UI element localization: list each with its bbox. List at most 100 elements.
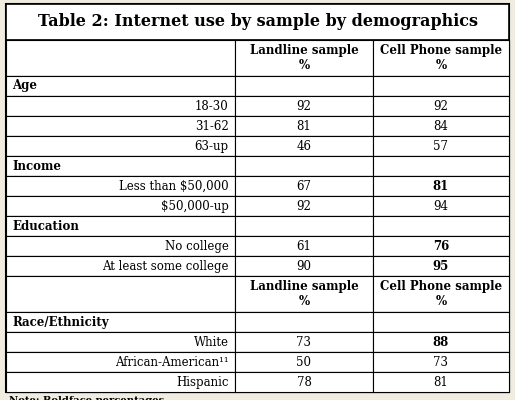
- Bar: [235, 40, 373, 76]
- Bar: [373, 332, 509, 352]
- Bar: [373, 256, 509, 276]
- Bar: [6, 156, 235, 176]
- Text: 46: 46: [297, 140, 312, 152]
- Text: Table 2: Internet use by sample by demographics: Table 2: Internet use by sample by demog…: [38, 14, 477, 30]
- Bar: [373, 216, 509, 236]
- Bar: [6, 136, 235, 156]
- Bar: [235, 196, 373, 216]
- Bar: [6, 372, 509, 392]
- Text: 63-up: 63-up: [195, 140, 229, 152]
- Text: 18-30: 18-30: [195, 100, 229, 112]
- Bar: [6, 332, 235, 352]
- Text: 92: 92: [297, 100, 312, 112]
- Bar: [6, 76, 235, 96]
- Text: 31-62: 31-62: [195, 120, 229, 132]
- Text: 84: 84: [434, 120, 449, 132]
- Text: 81: 81: [433, 180, 449, 192]
- Bar: [6, 40, 235, 76]
- Bar: [6, 276, 235, 312]
- Bar: [235, 116, 373, 136]
- Bar: [373, 176, 509, 196]
- Bar: [6, 216, 509, 236]
- Bar: [373, 96, 509, 116]
- Text: Race/Ethnicity: Race/Ethnicity: [12, 316, 109, 328]
- Text: Landline sample
%: Landline sample %: [250, 44, 358, 72]
- Text: 76: 76: [433, 240, 449, 252]
- Text: Hispanic: Hispanic: [176, 376, 229, 388]
- Bar: [6, 216, 235, 236]
- Bar: [6, 176, 509, 196]
- Bar: [6, 96, 235, 116]
- Text: At least some college: At least some college: [102, 260, 229, 272]
- Bar: [235, 332, 373, 352]
- Bar: [235, 216, 373, 236]
- Bar: [6, 196, 509, 216]
- Bar: [6, 116, 235, 136]
- Bar: [6, 116, 509, 136]
- Bar: [6, 76, 509, 96]
- Bar: [6, 332, 509, 352]
- Text: 81: 81: [297, 120, 312, 132]
- Bar: [6, 196, 235, 216]
- Text: No college: No college: [165, 240, 229, 252]
- Bar: [6, 372, 235, 392]
- Text: Income: Income: [12, 160, 61, 172]
- Bar: [373, 372, 509, 392]
- Bar: [235, 372, 373, 392]
- Text: Less than $50,000: Less than $50,000: [119, 180, 229, 192]
- Bar: [6, 352, 235, 372]
- Bar: [235, 176, 373, 196]
- Bar: [373, 352, 509, 372]
- Text: 94: 94: [434, 200, 449, 212]
- Bar: [373, 116, 509, 136]
- Text: 92: 92: [434, 100, 449, 112]
- Text: 90: 90: [297, 260, 312, 272]
- Text: 50: 50: [297, 356, 312, 368]
- Text: 57: 57: [434, 140, 449, 152]
- Bar: [373, 136, 509, 156]
- Text: 92: 92: [297, 200, 312, 212]
- Text: Note: Boldface percentages are significantly different from the other columns at: Note: Boldface percentages are significa…: [9, 396, 474, 400]
- Bar: [6, 4, 509, 40]
- Bar: [6, 352, 509, 372]
- Text: Age: Age: [12, 80, 38, 92]
- Bar: [235, 352, 373, 372]
- Bar: [235, 76, 373, 96]
- Bar: [235, 312, 373, 332]
- Text: 73: 73: [434, 356, 449, 368]
- Bar: [373, 156, 509, 176]
- Bar: [6, 276, 509, 312]
- Bar: [6, 236, 235, 256]
- Bar: [235, 156, 373, 176]
- Text: $50,000-up: $50,000-up: [161, 200, 229, 212]
- Bar: [373, 76, 509, 96]
- Bar: [6, 312, 509, 332]
- Bar: [373, 312, 509, 332]
- Text: 81: 81: [434, 376, 449, 388]
- Bar: [373, 276, 509, 312]
- Text: Cell Phone sample
%: Cell Phone sample %: [380, 280, 502, 308]
- Text: 73: 73: [297, 336, 312, 348]
- Bar: [235, 136, 373, 156]
- Bar: [6, 96, 509, 116]
- Bar: [6, 256, 235, 276]
- Text: Note: Boldface percentages: Note: Boldface percentages: [9, 396, 164, 400]
- Text: African-American¹¹: African-American¹¹: [115, 356, 229, 368]
- Bar: [6, 236, 509, 256]
- Bar: [235, 276, 373, 312]
- Text: 88: 88: [433, 336, 449, 348]
- Bar: [6, 176, 235, 196]
- Text: White: White: [194, 336, 229, 348]
- Bar: [6, 312, 235, 332]
- Text: Cell Phone sample
%: Cell Phone sample %: [380, 44, 502, 72]
- Bar: [235, 256, 373, 276]
- Text: 61: 61: [297, 240, 312, 252]
- Bar: [6, 156, 509, 176]
- Text: Landline sample
%: Landline sample %: [250, 280, 358, 308]
- Bar: [6, 136, 509, 156]
- Bar: [235, 236, 373, 256]
- Bar: [373, 40, 509, 76]
- Text: 67: 67: [297, 180, 312, 192]
- Bar: [373, 236, 509, 256]
- Text: 95: 95: [433, 260, 449, 272]
